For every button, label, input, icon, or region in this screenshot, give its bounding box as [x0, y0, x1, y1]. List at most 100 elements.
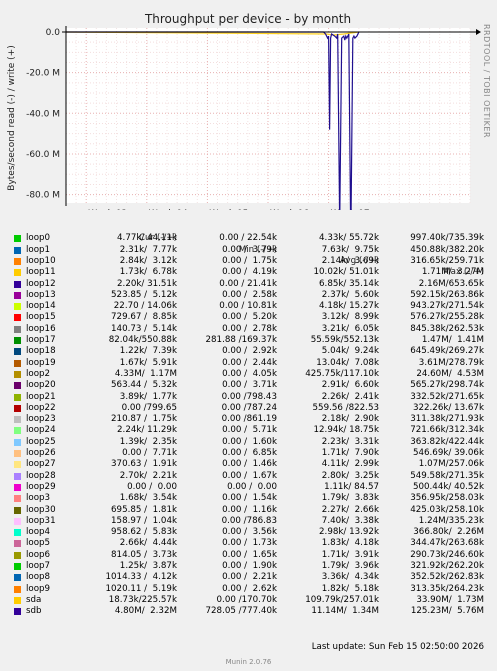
legend-avg: 2.91k/ 6.60k — [321, 380, 379, 391]
legend-max: 450.88k/382.20k — [410, 244, 484, 255]
legend-max: 356.95k/258.03k — [410, 493, 484, 504]
legend-max: 24.60M/ 4.53M — [416, 368, 484, 379]
legend-swatch — [14, 337, 21, 344]
legend-cur: 729.67 / 8.85k — [111, 312, 177, 323]
legend-name: loop20 — [26, 380, 56, 391]
legend-row: loop24 2.24k/ 11.29k 0.00 / 5.71k 12.94k/ 1… — [0, 425, 497, 436]
legend-max: 997.40k/735.39k — [410, 233, 484, 244]
legend-min: 0.00 / 6.85k — [222, 448, 277, 458]
legend-cur: 4.77k/ 44.11k — [117, 233, 177, 244]
legend-avg: 3.12k/ 8.99k — [321, 312, 379, 323]
legend-swatch — [14, 461, 21, 469]
legend-row: loop18 1.22k/ 7.39k 0.00 / 2.92k 5.04k/ 9.2… — [0, 346, 497, 357]
legend-row: loop6 814.05 / 3.73k 0.00 / 1.65k 1.71k/ 3.… — [0, 550, 497, 561]
legend-max: 546.69k/ 39.06k — [412, 448, 484, 458]
legend-min: 281.88 /169.37k — [205, 335, 277, 345]
legend-cur: 1.67k/ 5.91k — [119, 357, 177, 368]
legend-max: 1.07M/257.06k — [418, 459, 484, 470]
legend-row: loop26 0.00 / 7.71k 0.00 / 6.85k 1.71k/ 7.9… — [0, 448, 497, 459]
legend-cur: 370.63 / 1.91k — [111, 459, 177, 470]
legend-cur: 2.31k/ 7.77k — [119, 244, 177, 255]
legend-min: 0.00 /861.19 — [221, 414, 277, 425]
legend-min: 0.00 / 1.16k — [222, 504, 277, 515]
legend-cur: 523.85 / 5.12k — [111, 289, 177, 300]
last-update: Last update: Sun Feb 15 02:50:00 2026 — [311, 642, 484, 652]
legend-cur: 1014.33 / 4.12k — [105, 572, 177, 583]
legend-avg: 13.04k/ 7.08k — [316, 357, 379, 368]
legend-name: loop3 — [26, 493, 51, 504]
legend-max: 366.80k/ 2.26M — [413, 527, 484, 538]
legend-min: 0.00 / 5.71k — [222, 425, 277, 436]
legend-max: 645.49k/269.27k — [410, 346, 484, 357]
legend-cur: 2.84k/ 3.12k — [119, 255, 177, 266]
legend-min: 0.00 / 1.46k — [222, 459, 277, 470]
legend-avg: 7.40k/ 3.38k — [321, 515, 379, 526]
legend-row: loop16 140.73 / 5.14k 0.00 / 2.78k 3.21k/ 6… — [0, 324, 497, 335]
legend-row: loop29 0.00 / 0.00 0.00 / 0.00 1.11k/ 84.57… — [0, 482, 497, 493]
legend-min: 0.00 / 1.67k — [222, 470, 277, 481]
legend-max: 3.61M/278.79k — [418, 357, 484, 368]
y-tick-label: 0.0 — [46, 28, 61, 38]
legend-avg: 11.14M/ 1.34M — [311, 606, 379, 617]
legend-min: 0.00 / 1.65k — [222, 549, 277, 560]
y-tick-label: -60.0 M — [26, 150, 60, 160]
legend-name: loop16 — [26, 323, 56, 334]
legend-avg: 2.27k/ 2.66k — [321, 504, 379, 515]
legend-name: loop7 — [26, 561, 51, 571]
legend-cur: 210.87 / 1.75k — [111, 414, 177, 425]
legend-min: 0.00 / 0.00 — [227, 481, 277, 492]
legend-avg: 3.21k/ 6.05k — [321, 323, 379, 334]
legend-swatch — [14, 495, 21, 503]
legend-max: 344.47k/263.68k — [410, 538, 484, 549]
legend-swatch — [14, 540, 21, 548]
legend-name: loop10 — [26, 255, 56, 266]
legend-min: 0.00 / 3.71k — [222, 380, 277, 391]
legend-swatch — [14, 483, 21, 491]
legend-cur: 158.97 / 1.04k — [111, 515, 177, 526]
legend-min: 728.05 /777.40k — [205, 606, 277, 617]
legend-swatch — [14, 574, 21, 582]
legend-avg: 1.79k/ 3.96k — [321, 561, 379, 571]
legend-name: loop4 — [26, 527, 51, 538]
legend-cur: 1.73k/ 6.78k — [119, 267, 177, 278]
legend-swatch — [14, 438, 21, 446]
legend-name: loop9 — [26, 583, 51, 594]
legend-name: loop17 — [26, 335, 56, 345]
x-tick-label: Week 04 — [149, 209, 188, 210]
y-axis-ticks: 0.0-20.0 M-40.0 M-60.0 M-80.0 M-100.0 M-… — [26, 28, 61, 201]
legend-avg: 3.36k/ 4.34k — [321, 572, 379, 583]
chart-series — [65, 31, 360, 210]
legend-name: loop24 — [26, 425, 56, 436]
x-tick-label: Week 06 — [270, 209, 309, 210]
legend-row: loop25 1.39k/ 2.35k 0.00 / 1.60k 2.23k/ 3.3… — [0, 437, 497, 448]
legend-swatch — [14, 416, 21, 424]
rrdtool-watermark: RRDTOOL / TOBI OETIKER — [482, 24, 491, 138]
legend-swatch — [14, 472, 21, 480]
legend-max: 845.38k/262.53k — [410, 323, 484, 334]
legend-avg: 1.83k/ 4.18k — [321, 538, 379, 549]
legend-row: sda 18.73k/225.57k 0.00 /170.70k 109.79k/25… — [0, 595, 497, 606]
legend-name: loop1 — [26, 244, 51, 255]
legend-min: 0.00 / 1.75k — [222, 255, 277, 266]
legend-name: loop27 — [26, 459, 56, 470]
legend-swatch — [14, 427, 21, 435]
chart-title: Throughput per device - by month — [144, 12, 351, 26]
legend-name: loop6 — [26, 549, 51, 560]
legend-cur: 1.25k/ 3.87k — [119, 561, 177, 571]
legend-row: loop2 4.33M/ 1.17M 0.00 / 4.05k 425.75k/117… — [0, 369, 497, 380]
legend-cur: 814.05 / 3.73k — [111, 549, 177, 560]
legend-swatch — [14, 257, 21, 265]
legend-cur: 18.73k/225.57k — [108, 594, 177, 605]
legend-row: loop30 695.85 / 1.81k 0.00 / 1.16k 2.27k/ 2… — [0, 505, 497, 516]
legend-avg: 2.98k/ 13.92k — [319, 527, 379, 538]
legend-cur: 1.22k/ 7.39k — [119, 346, 177, 357]
legend-swatch — [14, 393, 21, 401]
legend-avg: 1.11k/ 84.57 — [324, 481, 379, 492]
legend-row: loop21 3.89k/ 1.77k 0.00 /798.43 2.26k/ 2.4… — [0, 392, 497, 403]
legend-cur: 1020.11 / 5.19k — [105, 583, 177, 594]
y-tick-label: -40.0 M — [26, 109, 60, 119]
legend-min: 0.00 /786.83 — [221, 515, 277, 526]
legend-min: 0.00 /170.70k — [216, 594, 277, 605]
header-cur: Cur (-/+) — [138, 233, 177, 244]
legend-min: 0.00 / 2.62k — [222, 583, 277, 594]
